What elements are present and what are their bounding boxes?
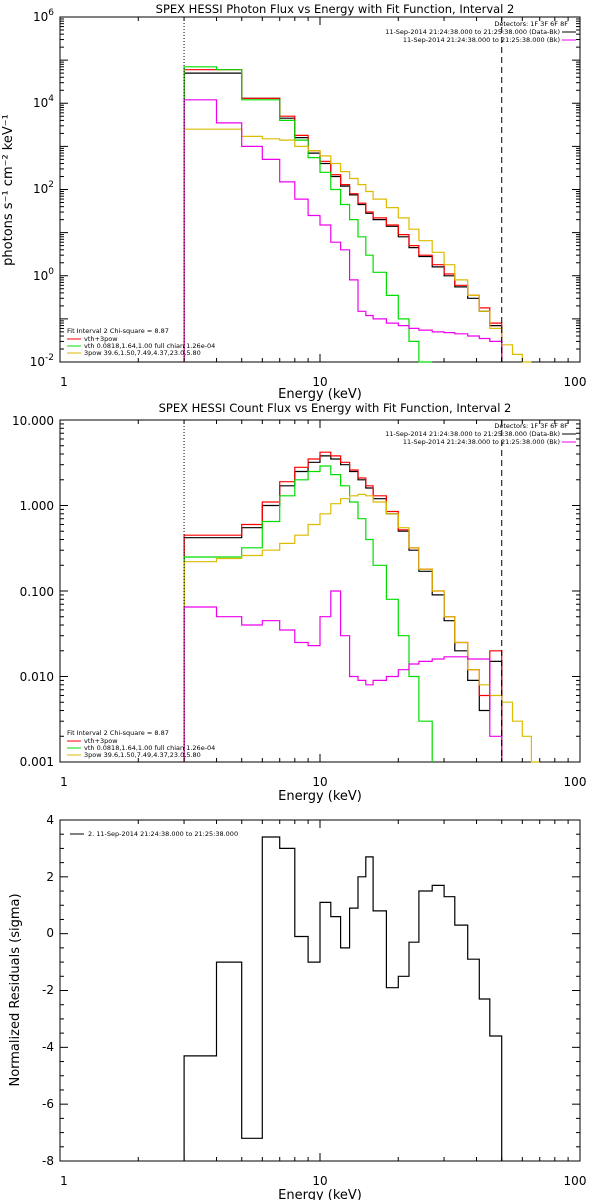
panel2-legend-bottom-left: Fit Interval 2 Chi-square = 8.87 vth+3po… [67, 729, 215, 759]
panel1-legend-bk: 11-Sep-2014 21:24:38.000 to 21:25:38.000… [403, 36, 560, 44]
panel2-series-vth [183, 465, 433, 762]
panel2-ytick-0.1: 0.100 [20, 585, 54, 599]
panel2-legend-3pow: 3pow 39.6,1.50,7.49,4.37,23.0,5.80 [84, 751, 201, 759]
panel1-xtick-100: 100 [564, 375, 587, 389]
panel2-title: SPEX HESSI Count Flux vs Energy with Fit… [159, 401, 512, 415]
panel2-ytick-0.01: 0.010 [20, 670, 54, 684]
panel1-series-vth-3pow [183, 69, 503, 362]
panel2-series-data-bk [183, 455, 503, 762]
panel1-legend-bottom-left: Fit Interval 2 Chi-square = 8.87 vth+3po… [67, 327, 215, 357]
panel2-legend-bk: 11-Sep-2014 21:24:38.000 to 21:25:38.000… [403, 438, 560, 446]
panel3-ytick-0: 0 [46, 926, 54, 940]
panel1-legend-top-right: Detectors: 1F 3F 6F 8F 11-Sep-2014 21:24… [385, 20, 576, 44]
panel1-xlabel: Energy (keV) [278, 387, 362, 402]
panel1-ytick-labels: 10-2 100 102 104 106 [30, 8, 55, 369]
panel2-series [183, 420, 540, 763]
panel1-legend-3pow: 3pow 39.6,1.50,7.49,4.37,23.0,5.80 [84, 349, 201, 357]
panel2-series-3pow [183, 493, 540, 763]
panel2-legend-vth: vth 0.0818,1.64,1.00 full chian 1.26e-04 [84, 744, 215, 752]
panel2-xtick-1: 1 [60, 775, 68, 789]
panel1-xtick-10: 10 [312, 375, 327, 389]
panel2-legend-top-right: Detectors: 1F 3F 6F 8F 11-Sep-2014 21:24… [385, 422, 576, 446]
panel3-ytick--8: -8 [42, 1154, 54, 1168]
panel3-legend: 2. 11-Sep-2014 21:24:38.000 to 21:25:38.… [88, 830, 238, 838]
panel1-legend-total: vth+3pow [84, 335, 118, 343]
panel2-legend-total: vth+3pow [84, 737, 118, 745]
panel1-series-3pow [183, 128, 532, 363]
panel3-ytick--6: -6 [42, 1097, 54, 1111]
panel2-ytick-1: 1.000 [20, 499, 54, 513]
panel3-series [183, 836, 503, 1161]
panel3-ytick-2: 2 [46, 870, 54, 884]
panel1-legend-fit: Fit Interval 2 Chi-square = 8.87 [67, 327, 169, 335]
panel3-ytick-4: 4 [46, 813, 54, 827]
panel1-legend-detectors: Detectors: 1F 3F 6F 8F [494, 20, 568, 28]
panel2-xtick-100: 100 [564, 775, 587, 789]
photon-flux-panel: SPEX HESSI Photon Flux vs Energy with Fi… [1, 2, 586, 402]
panel1-ticks [59, 16, 581, 363]
panel1-title: SPEX HESSI Photon Flux vs Energy with Fi… [156, 2, 515, 16]
panel2-xtick-10: 10 [312, 775, 327, 789]
panel1-ylabel: photons s⁻¹ cm⁻² keV⁻¹ [1, 114, 16, 266]
panel3-ylabel: Normalized Residuals (sigma) [8, 893, 23, 1086]
panel1-ytick-1e0: 100 [33, 267, 54, 283]
panel3-ticks [59, 819, 581, 1162]
panel2-legend-fit: Fit Interval 2 Chi-square = 8.87 [67, 729, 169, 737]
panel1-ytick-1e-2: 10-2 [30, 353, 54, 369]
panel3-xtick-10: 10 [312, 1174, 327, 1188]
panel1-series-bk [183, 99, 503, 362]
panel2-ticks [59, 419, 581, 763]
panel2-ytick-10: 10.000 [12, 414, 54, 428]
panel1-series-data-bk [183, 72, 503, 362]
panel2-series-bk [183, 590, 503, 762]
panel1-series-vth [183, 66, 433, 363]
count-flux-panel: SPEX HESSI Count Flux vs Energy with Fit… [12, 401, 586, 804]
panel3-ytick--4: -4 [42, 1040, 54, 1054]
panel3-ytick--2: -2 [42, 983, 54, 997]
panel3-xtick-100: 100 [564, 1174, 587, 1188]
panel3-xlabel: Energy (keV) [278, 1188, 362, 1200]
panel2-legend-detectors: Detectors: 1F 3F 6F 8F [494, 422, 568, 430]
panel1-ytick-1e4: 104 [33, 94, 54, 110]
panel1-series [183, 17, 532, 363]
panel2-xlabel: Energy (keV) [278, 789, 362, 804]
panel1-ytick-1e6: 106 [33, 8, 54, 24]
residuals-panel: 1 10 100 Energy (keV) Normalized Residua… [8, 813, 586, 1200]
panel1-ytick-1e2: 102 [33, 180, 54, 196]
panel1-xtick-1: 1 [60, 375, 68, 389]
panel1-legend-databk: 11-Sep-2014 21:24:38.000 to 21:25:38.000… [385, 28, 560, 36]
panel3-xtick-1: 1 [60, 1174, 68, 1188]
panel2-ytick-0.001: 0.001 [20, 755, 54, 769]
panel3-series-2-11-sep-2014-21-24-38-000-to-21-25-38-0 [183, 836, 503, 1161]
panel1-legend-vth: vth 0.0818,1.64,1.00 full chian 1.26e-04 [84, 342, 215, 350]
panel2-legend-databk: 11-Sep-2014 21:24:38.000 to 21:25:38.000… [385, 430, 560, 438]
